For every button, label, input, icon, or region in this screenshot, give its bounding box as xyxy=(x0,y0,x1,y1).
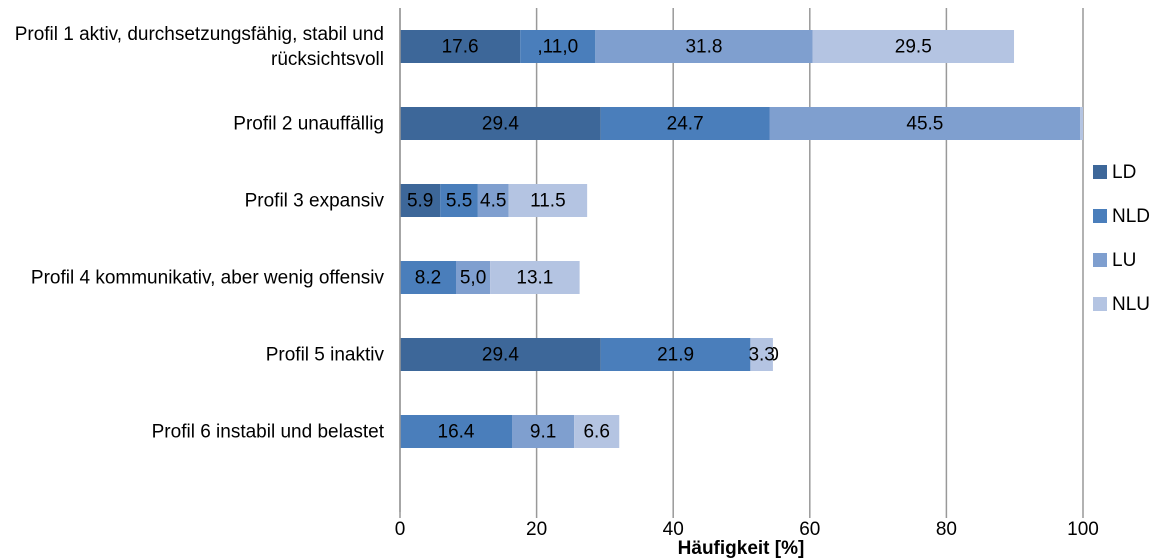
y-tick-text: Profil 5 inaktiv xyxy=(265,344,384,365)
legend-label: LD xyxy=(1112,162,1136,183)
bar-segment xyxy=(595,30,813,63)
legend-swatch xyxy=(1093,209,1107,223)
legend-swatch xyxy=(1093,253,1107,267)
bar-segment xyxy=(600,107,770,140)
bar-segment xyxy=(490,261,580,294)
data-label: 29.4 xyxy=(482,114,519,135)
bar-segment xyxy=(400,184,441,217)
data-label: 6.6 xyxy=(583,422,609,443)
legend-swatch xyxy=(1093,297,1107,311)
bar-segment xyxy=(400,261,457,294)
y-tick-label: Profil 3 expansiv xyxy=(0,188,384,213)
bar-segment xyxy=(400,338,601,371)
data-label: 31.8 xyxy=(685,37,722,58)
y-tick-label: Profil 2 unauffällig xyxy=(0,111,384,136)
legend-label: NLU xyxy=(1112,294,1150,315)
data-label: ,11,0 xyxy=(537,37,578,58)
bar-segment xyxy=(520,30,596,63)
bar-segment xyxy=(574,415,620,448)
bar-segment xyxy=(477,184,509,217)
bar-segment xyxy=(400,107,601,140)
data-label: 5.9 xyxy=(407,191,433,212)
legend-swatch xyxy=(1093,165,1107,179)
x-tick-label: 100 xyxy=(1067,519,1099,540)
data-label: 9.1 xyxy=(530,422,556,443)
x-tick-label: 0 xyxy=(395,519,406,540)
x-tick-label: 80 xyxy=(936,519,957,540)
x-axis-title: Häufigkeit [%] xyxy=(678,538,805,559)
y-tick-label: Profil 6 instabil und belastet xyxy=(0,419,384,444)
x-tick-label: 40 xyxy=(663,519,684,540)
data-label: 17.6 xyxy=(442,37,479,58)
legend-label: LU xyxy=(1112,250,1136,271)
bar-segment xyxy=(400,30,521,63)
bar-segment xyxy=(812,30,1015,63)
data-label: 29.4 xyxy=(482,345,519,366)
data-label: 45.5 xyxy=(906,114,943,135)
y-tick-text: Profil 2 unauffällig xyxy=(233,113,384,134)
data-label: 4.5 xyxy=(480,191,506,212)
y-tick-label: Profil 5 inaktiv xyxy=(0,342,384,367)
y-tick-text: Profil 1 aktiv, durchsetzungsfähig, stab… xyxy=(14,23,384,70)
data-label: 5.5 xyxy=(446,191,472,212)
x-tick-label: 60 xyxy=(799,519,820,540)
y-tick-label: Profil 1 aktiv, durchsetzungsfähig, stab… xyxy=(0,22,384,72)
y-tick-text: Profil 3 expansiv xyxy=(244,190,384,211)
bar-segment xyxy=(1080,107,1083,140)
data-label: 3.3 xyxy=(748,345,774,366)
bar-segment xyxy=(512,415,575,448)
legend-label: NLD xyxy=(1112,206,1150,227)
bar-segment xyxy=(750,338,773,371)
x-tick-label: 20 xyxy=(526,519,547,540)
y-tick-text: Profil 6 instabil und belastet xyxy=(151,421,384,442)
data-label: 5,0 xyxy=(460,268,486,289)
data-label: 21.9 xyxy=(657,345,694,366)
data-label: 16.4 xyxy=(438,422,475,443)
data-label: 24.7 xyxy=(667,114,704,135)
y-tick-text: Profil 4 kommunikativ, aber wenig offens… xyxy=(30,267,384,288)
data-label: 29.5 xyxy=(895,37,932,58)
data-label: 13.1 xyxy=(516,268,553,289)
bar-segment xyxy=(400,415,513,448)
bar-segment xyxy=(456,261,491,294)
bar-segment xyxy=(600,338,751,371)
y-tick-label: Profil 4 kommunikativ, aber wenig offens… xyxy=(0,265,384,290)
bar-segment xyxy=(508,184,588,217)
data-label: 8.2 xyxy=(415,268,441,289)
data-label: 11.5 xyxy=(530,191,566,212)
bar-segment xyxy=(769,107,1081,140)
bar-segment xyxy=(440,184,478,217)
